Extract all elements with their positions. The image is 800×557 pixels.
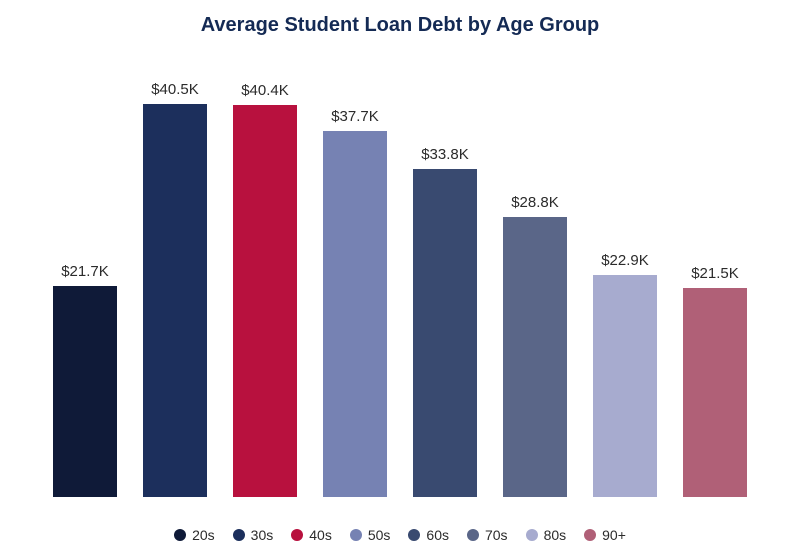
bar-40s: $40.4K: [220, 60, 310, 497]
bar-value-label: $28.8K: [511, 194, 559, 211]
bar-rect: [323, 131, 388, 497]
legend-item-70s: 70s: [467, 527, 508, 543]
bar-value-label: $21.7K: [61, 263, 109, 280]
chart-container: Average Student Loan Debt by Age Group $…: [0, 0, 800, 557]
legend-swatch: [467, 529, 479, 541]
bar-value-label: $21.5K: [691, 265, 739, 282]
legend-item-20s: 20s: [174, 527, 215, 543]
bar-value-label: $33.8K: [421, 146, 469, 163]
bar-20s: $21.7K: [40, 60, 130, 497]
legend-label: 50s: [368, 527, 391, 543]
bar-50s: $37.7K: [310, 60, 400, 497]
bar-value-label: $22.9K: [601, 252, 649, 269]
bar-rect: [683, 288, 748, 497]
bar-value-label: $40.4K: [241, 82, 289, 99]
legend-label: 80s: [544, 527, 567, 543]
legend-label: 30s: [251, 527, 274, 543]
bar-rect: [143, 104, 208, 497]
legend-item-30s: 30s: [233, 527, 274, 543]
legend-swatch: [174, 529, 186, 541]
bar-rect: [53, 286, 118, 497]
bar-rect: [413, 169, 478, 497]
legend-swatch: [233, 529, 245, 541]
legend-swatch: [408, 529, 420, 541]
bar-rect: [233, 105, 298, 497]
bar-value-label: $40.5K: [151, 81, 199, 98]
chart-title: Average Student Loan Debt by Age Group: [0, 0, 800, 37]
legend-item-40s: 40s: [291, 527, 332, 543]
bar-rect: [593, 275, 658, 497]
bar-value-label: $37.7K: [331, 108, 379, 125]
legend-label: 70s: [485, 527, 508, 543]
plot-area: $21.7K $40.5K $40.4K $37.7K $33.8K $28.8K $22.…: [40, 60, 760, 497]
bar-30s: $40.5K: [130, 60, 220, 497]
legend-item-90plus: 90+: [584, 527, 626, 543]
legend-swatch: [291, 529, 303, 541]
legend-item-80s: 80s: [526, 527, 567, 543]
legend-item-50s: 50s: [350, 527, 391, 543]
legend-item-60s: 60s: [408, 527, 449, 543]
legend-label: 90+: [602, 527, 626, 543]
legend-label: 40s: [309, 527, 332, 543]
legend-label: 20s: [192, 527, 215, 543]
legend: 20s 30s 40s 50s 60s 70s 80s 90+: [0, 527, 800, 543]
bar-90plus: $21.5K: [670, 60, 760, 497]
bar-70s: $28.8K: [490, 60, 580, 497]
legend-swatch: [526, 529, 538, 541]
bar-rect: [503, 217, 568, 497]
bars-group: $21.7K $40.5K $40.4K $37.7K $33.8K $28.8K $22.…: [40, 60, 760, 497]
legend-label: 60s: [426, 527, 449, 543]
legend-swatch: [584, 529, 596, 541]
bar-60s: $33.8K: [400, 60, 490, 497]
legend-swatch: [350, 529, 362, 541]
bar-80s: $22.9K: [580, 60, 670, 497]
